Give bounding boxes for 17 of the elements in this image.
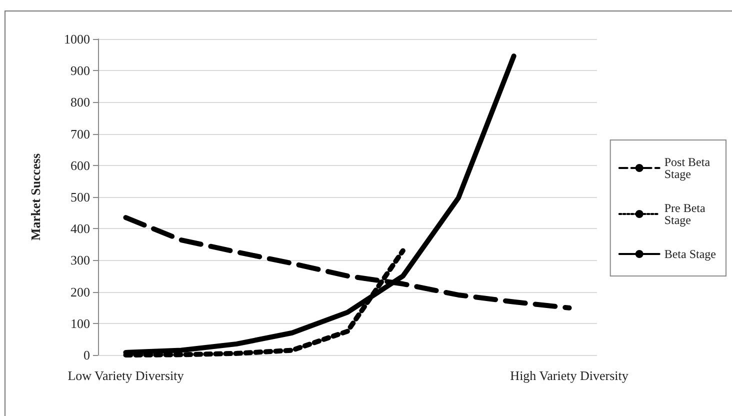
y-tick-label: 400 bbox=[70, 221, 90, 236]
legend-label: Post Beta Stage bbox=[664, 155, 714, 181]
y-tick-label: 900 bbox=[70, 63, 90, 78]
y-tick-label: 0 bbox=[84, 348, 90, 362]
y-tick-label: 800 bbox=[70, 94, 90, 110]
y-tick-label: 600 bbox=[70, 158, 90, 173]
y-tick-label: 200 bbox=[70, 284, 90, 300]
y-axis-title: Market Success bbox=[28, 153, 43, 241]
x-tick-label: Low Variety Diversity bbox=[68, 368, 184, 383]
y-tick-label: 100 bbox=[70, 316, 90, 331]
x-tick-label: High Variety Diversity bbox=[510, 368, 629, 383]
legend-label: Beta Stage bbox=[664, 247, 716, 261]
y-tick-label: 300 bbox=[70, 252, 90, 268]
y-tick-label: 500 bbox=[70, 190, 90, 204]
y-tick-label: 700 bbox=[70, 126, 90, 142]
legend-label: Pre Beta Stage bbox=[664, 201, 708, 227]
y-tick-label: 1000 bbox=[64, 32, 90, 46]
